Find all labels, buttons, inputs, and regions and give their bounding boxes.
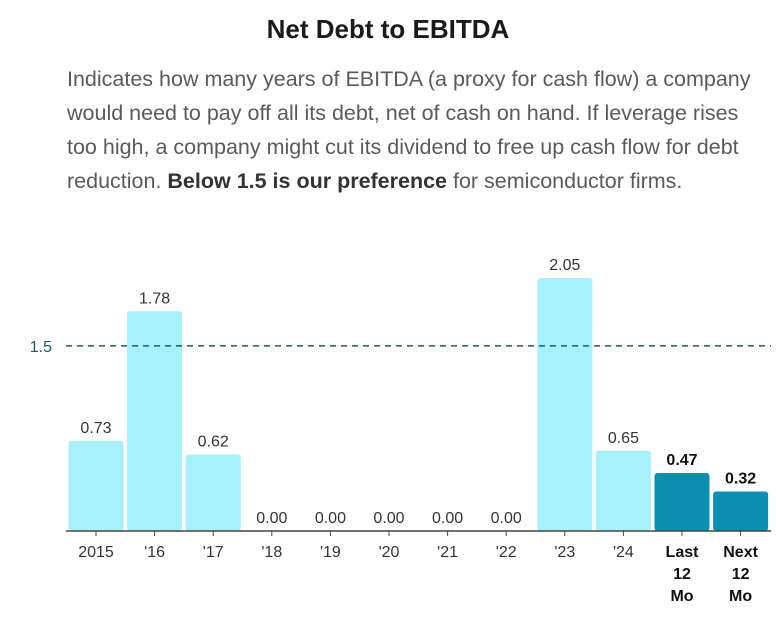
data-label: 0.73 [80, 420, 111, 437]
bar [537, 278, 593, 531]
x-tick-label: '21 [437, 544, 458, 561]
bar [127, 311, 183, 531]
x-tick-label: '24 [613, 544, 634, 561]
reference-line-label: 1.5 [30, 339, 52, 356]
description-text-end: for semiconductor firms. [447, 169, 683, 193]
data-label: 0.00 [373, 510, 404, 527]
x-tick-label: 12 [732, 566, 750, 583]
x-tick-label: '16 [144, 544, 165, 561]
x-tick-label: '18 [261, 544, 282, 561]
data-label: 0.00 [315, 510, 346, 527]
x-tick-label: '22 [496, 544, 517, 561]
bar [595, 450, 651, 531]
bar [654, 473, 710, 531]
chart-description: Indicates how many years of EBITDA (a pr… [67, 62, 767, 198]
x-tick-label: 12 [673, 566, 691, 583]
x-tick-label: Mo [729, 588, 752, 605]
data-label: 0.65 [608, 430, 639, 447]
data-label: 0.00 [432, 510, 463, 527]
bar [185, 454, 241, 531]
x-tick-label: '20 [379, 544, 400, 561]
x-tick-label: '19 [320, 544, 341, 561]
description-text: Indicates how many years of EBITDA (a pr… [67, 67, 751, 193]
data-label: 0.32 [725, 471, 756, 488]
data-label: 0.00 [256, 510, 287, 527]
x-tick-label: Last [666, 544, 700, 561]
data-label: 0.62 [198, 434, 229, 451]
x-tick-label: 2015 [78, 544, 114, 561]
description-emphasis: Below 1.5 is our preference [167, 169, 448, 193]
chart-title: Net Debt to EBITDA [266, 14, 510, 44]
data-label: 2.05 [549, 257, 580, 274]
x-tick-label: Next [723, 544, 758, 561]
x-tick-label: '23 [554, 544, 575, 561]
data-label: 0.00 [491, 510, 522, 527]
x-tick-label: '17 [203, 544, 224, 561]
data-label: 1.78 [139, 290, 170, 307]
x-tick-label: Mo [670, 588, 693, 605]
bar [68, 440, 124, 531]
data-label: 0.47 [666, 452, 697, 469]
bar [713, 491, 769, 531]
